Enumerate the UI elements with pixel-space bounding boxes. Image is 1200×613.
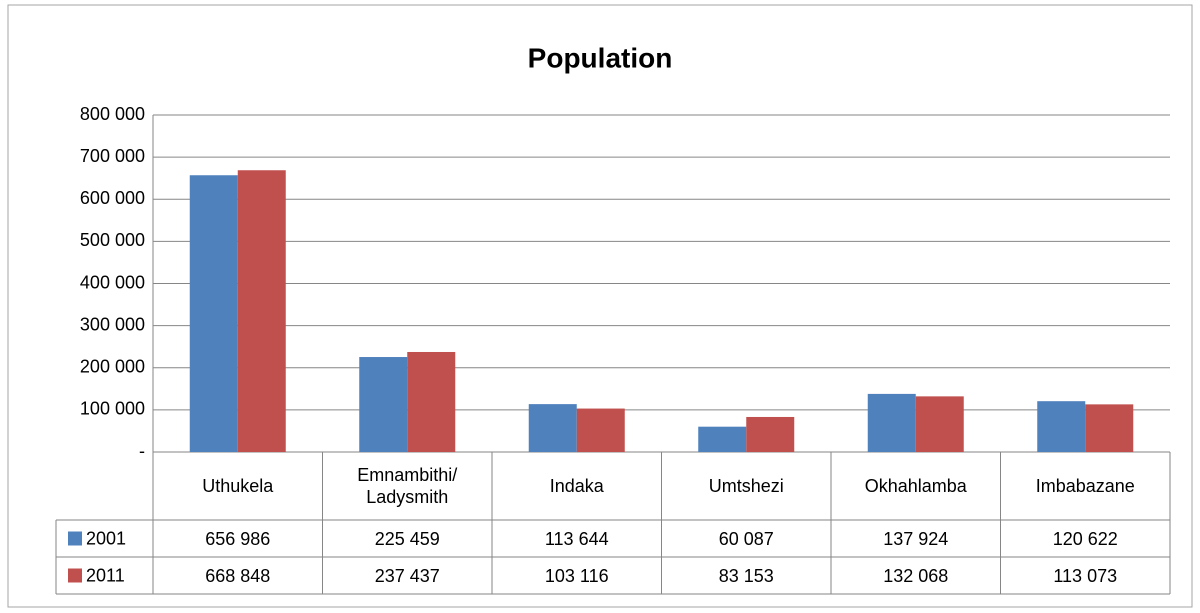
data-label: 113 073 (1053, 565, 1118, 586)
category-label: Umtshezi (708, 476, 784, 496)
data-label: 668 848 (205, 565, 271, 586)
legend-swatch (68, 568, 82, 583)
data-label: 113 644 (544, 528, 609, 549)
data-label: 137 924 (883, 528, 949, 549)
bar (746, 416, 795, 452)
data-label: 132 068 (883, 565, 949, 586)
bar (867, 393, 916, 452)
category-label: Okhahlamba (864, 476, 967, 496)
bar (189, 175, 238, 453)
category-label: Uthukela (202, 476, 274, 496)
data-label: 120 622 (1052, 528, 1118, 549)
y-tick-label: 800 000 (80, 104, 145, 124)
bar (1085, 404, 1134, 452)
y-tick-label: 200 000 (80, 357, 145, 377)
bar (237, 170, 286, 452)
bar (528, 404, 577, 452)
y-tick-label: 600 000 (80, 188, 145, 208)
data-label: 83 153 (718, 565, 774, 586)
chart-title: Population (528, 42, 673, 73)
data-label: 237 437 (374, 565, 440, 586)
y-tick-label: - (139, 441, 145, 461)
legend-swatch (68, 531, 82, 546)
legend-label: 2001 (86, 528, 126, 548)
y-tick-label: 700 000 (80, 146, 145, 166)
category-label: Emnambithi/ Ladysmith (357, 465, 458, 507)
data-label: 656 986 (205, 528, 271, 549)
bar (1037, 401, 1086, 452)
bar (698, 426, 747, 452)
y-tick-label: 400 000 (80, 272, 145, 292)
bar (359, 357, 408, 452)
bar (915, 396, 964, 452)
category-label: Indaka (549, 476, 604, 496)
bar (407, 351, 456, 452)
y-tick-label: 500 000 (80, 230, 145, 250)
y-tick-label: 100 000 (80, 399, 145, 419)
category-label: Imbabazane (1035, 476, 1135, 496)
y-tick-label: 300 000 (80, 314, 145, 334)
data-label: 103 116 (544, 565, 609, 586)
bar (576, 408, 625, 452)
legend-label: 2011 (86, 565, 125, 585)
data-label: 225 459 (374, 528, 440, 549)
data-label: 60 087 (718, 528, 774, 549)
